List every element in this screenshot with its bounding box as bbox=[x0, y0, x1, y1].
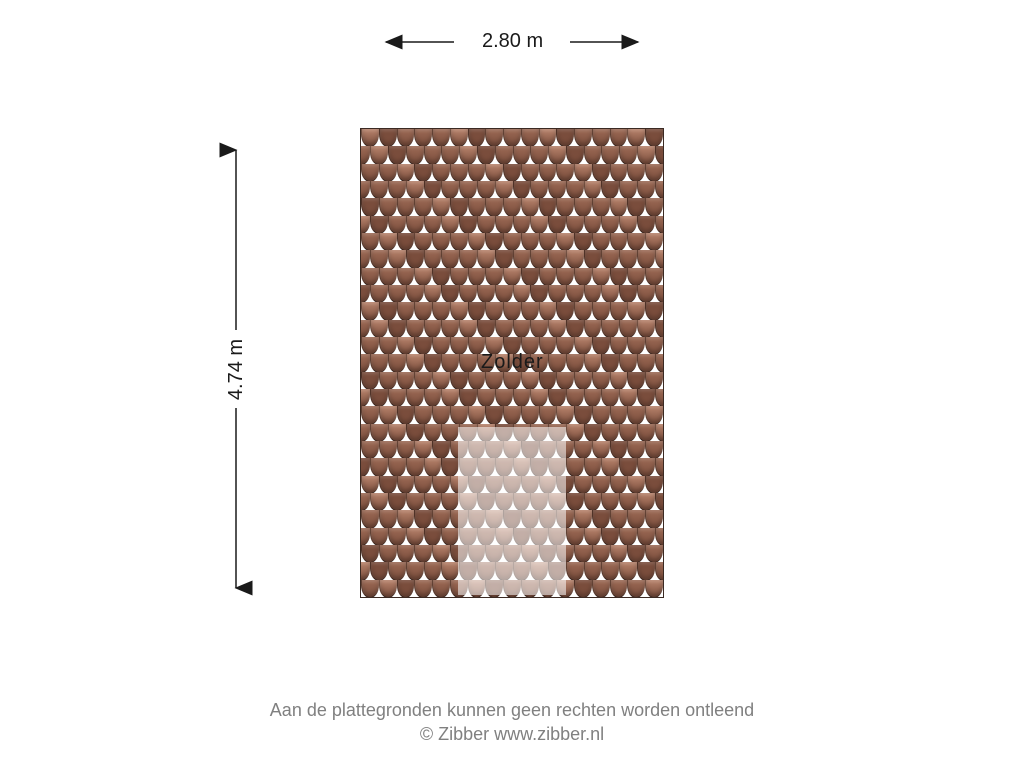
room-label-zolder: Zolder bbox=[481, 351, 544, 374]
disclaimer-text: Aan de plattegronden kunnen geen rechten… bbox=[0, 698, 1024, 747]
disclaimer-line2: © Zibber www.zibber.nl bbox=[420, 724, 604, 744]
roof-opening bbox=[458, 427, 566, 595]
roof-area: Zolder bbox=[360, 128, 664, 598]
disclaimer-line1: Aan de plattegronden kunnen geen rechten… bbox=[270, 700, 754, 720]
floorplan-canvas: 2.80 m 4.74 m Zolder Aan de plattegronde… bbox=[0, 0, 1024, 768]
dimension-label-top: 2.80 m bbox=[482, 30, 543, 53]
dimension-label-left: 4.74 m bbox=[225, 339, 248, 400]
